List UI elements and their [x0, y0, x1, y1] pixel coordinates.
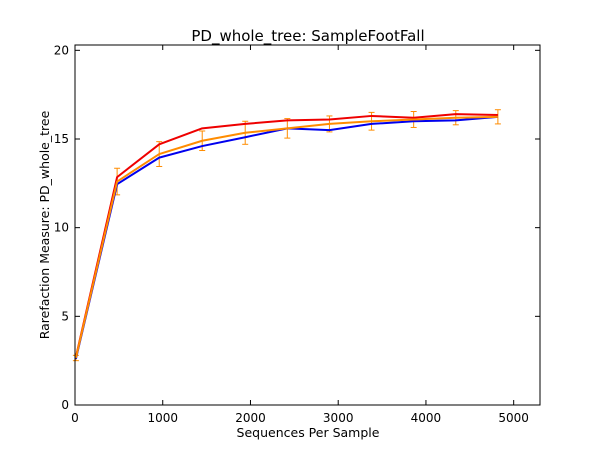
y-tick-label: 15 [54, 132, 69, 146]
series-lines [74, 113, 498, 360]
x-tick-label: 2000 [235, 411, 266, 425]
y-tick-label: 0 [61, 398, 69, 412]
error-bars [72, 109, 501, 362]
y-axis-ticks: 0 5 10 15 20 [54, 43, 540, 412]
y-axis-label: Rarefaction Measure: PD_whole_tree [37, 110, 52, 339]
x-tick-label: 5000 [498, 411, 529, 425]
x-axis-label: Sequences Per Sample [237, 425, 380, 440]
x-tick-label: 4000 [411, 411, 442, 425]
y-tick-label: 5 [61, 309, 69, 323]
y-tick-label: 20 [54, 43, 69, 57]
series-line-2 [74, 113, 498, 358]
x-tick-label: 1000 [147, 411, 178, 425]
chart-title: PD_whole_tree: SampleFootFall [191, 27, 424, 46]
x-axis-ticks: 0 1000 2000 3000 4000 5000 [71, 45, 529, 425]
x-tick-label: 3000 [323, 411, 354, 425]
series-line-1 [74, 115, 498, 360]
series-line-3 [74, 115, 498, 359]
x-tick-label: 0 [71, 411, 79, 425]
y-tick-label: 10 [54, 221, 69, 235]
plot-frame [74, 44, 541, 406]
